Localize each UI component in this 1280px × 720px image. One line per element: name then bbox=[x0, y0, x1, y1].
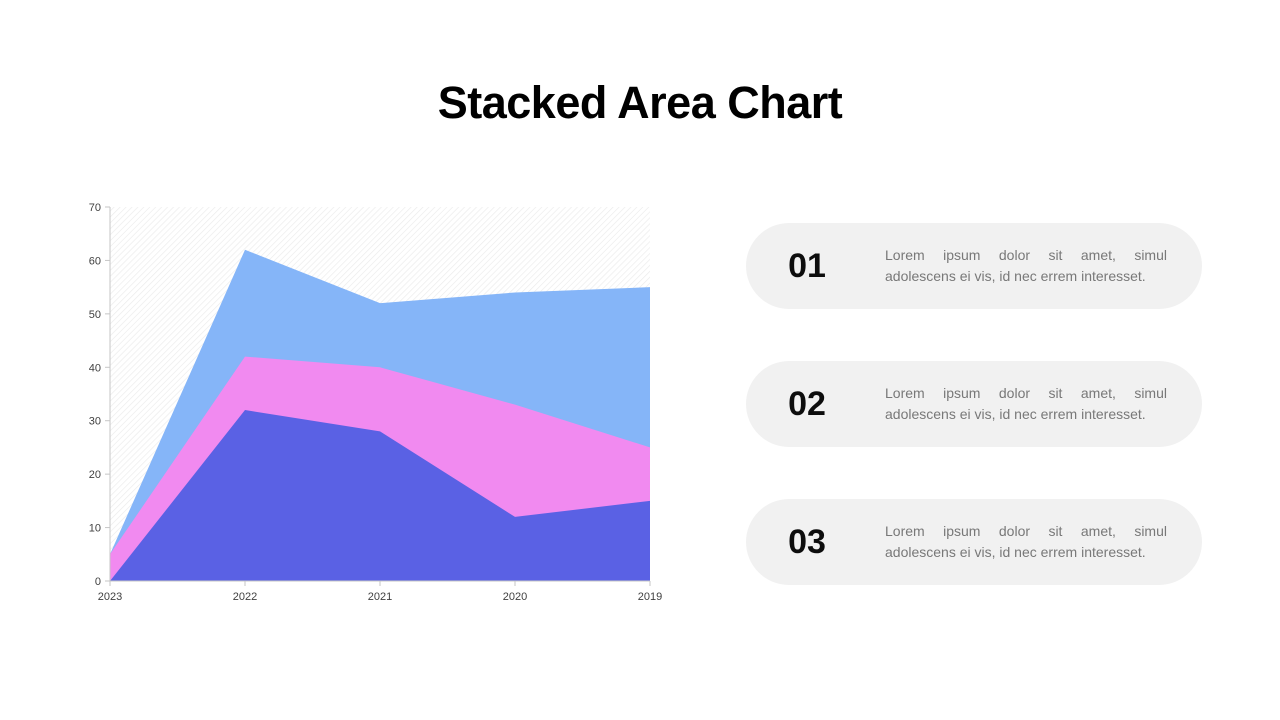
y-axis-label: 0 bbox=[95, 576, 101, 588]
card-number: 01 bbox=[788, 246, 826, 285]
card-text: Lorem ipsum dolor sit amet, simul adoles… bbox=[885, 385, 1167, 422]
x-axis-label: 2020 bbox=[503, 591, 527, 603]
y-axis-label: 30 bbox=[89, 416, 101, 428]
info-card-2: 02 Lorem ipsum dolor sit amet, simul ado… bbox=[746, 361, 1202, 447]
y-axis-label: 70 bbox=[89, 202, 101, 214]
y-axis-label: 10 bbox=[89, 523, 101, 535]
area-series-1-bottom bbox=[110, 410, 650, 581]
y-axis-label: 50 bbox=[89, 309, 101, 321]
page-title: Stacked Area Chart bbox=[437, 77, 843, 129]
y-axis-label: 60 bbox=[89, 255, 101, 267]
card-number: 02 bbox=[788, 384, 826, 423]
x-axis-label: 2019 bbox=[638, 591, 662, 603]
y-axis-label: 20 bbox=[89, 469, 101, 481]
x-axis-label: 2021 bbox=[368, 591, 392, 603]
info-card-3: 03 Lorem ipsum dolor sit amet, simul ado… bbox=[746, 499, 1202, 585]
card-text: Lorem ipsum dolor sit amet, simul adoles… bbox=[885, 247, 1167, 284]
card-number: 03 bbox=[788, 522, 826, 561]
y-axis-label: 40 bbox=[89, 362, 101, 374]
x-axis-label: 2022 bbox=[233, 591, 257, 603]
x-axis-label: 2023 bbox=[98, 591, 122, 603]
card-text: Lorem ipsum dolor sit amet, simul adoles… bbox=[885, 523, 1167, 560]
info-card-1: 01 Lorem ipsum dolor sit amet, simul ado… bbox=[746, 223, 1202, 309]
